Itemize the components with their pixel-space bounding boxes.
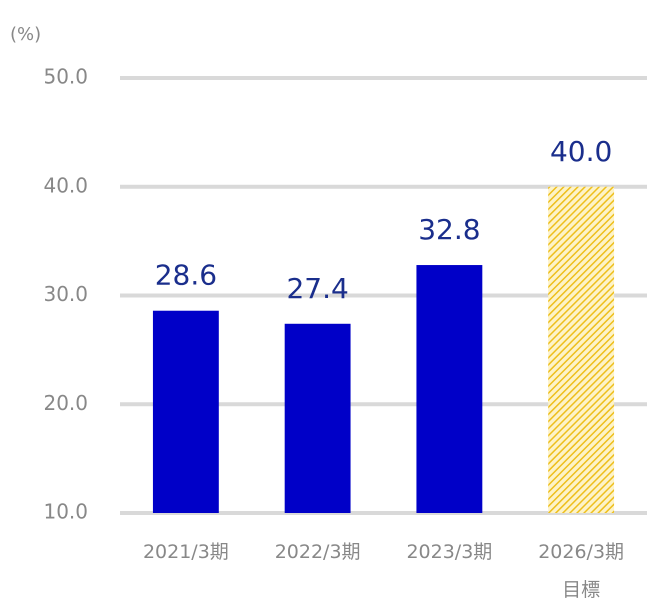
x-tick-label: 2022/3期 <box>274 541 361 563</box>
data-label: 32.8 <box>418 213 480 246</box>
data-label: 27.4 <box>286 272 348 305</box>
y-tick-label: 40.0 <box>43 173 88 197</box>
bar <box>284 323 351 513</box>
x-tick-label: 2023/3期 <box>406 541 493 563</box>
y-tick-label: 20.0 <box>43 391 88 415</box>
bar <box>416 265 483 513</box>
x-tick-label: 2021/3期 <box>142 541 229 563</box>
y-tick-label: 50.0 <box>43 65 88 89</box>
bar <box>548 186 615 513</box>
y-tick-label: 10.0 <box>43 500 88 524</box>
data-label: 40.0 <box>550 135 612 168</box>
y-tick-label: 30.0 <box>43 282 88 306</box>
data-label: 28.6 <box>155 259 217 292</box>
bar <box>152 310 219 513</box>
unit-label: (%) <box>10 24 41 45</box>
x-tick-label: 2026/3期 目標 <box>538 541 625 601</box>
